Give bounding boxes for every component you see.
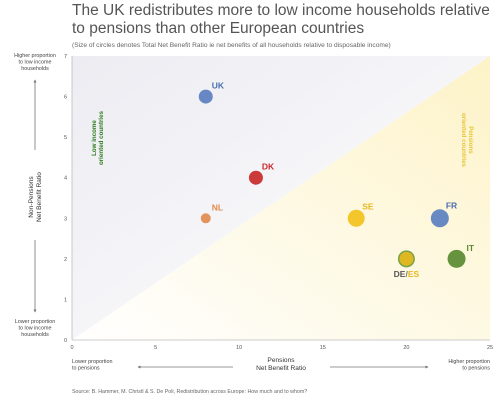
ticks-layer: 0 5 10 15 20 25 0 1 2 3 4 5 6 7 — [64, 54, 493, 351]
point-label-de-es: DE/ES — [394, 269, 420, 279]
y-axis-note-top: Higher proportion to low income households — [14, 53, 56, 72]
y-axis-title: Non-PensionsNet Benefit Ratio — [28, 172, 43, 222]
y-tick-label: 3 — [64, 216, 67, 222]
notes-layer: Pensions Net Benefit Ratio Non-PensionsNet… — [14, 53, 490, 372]
zone-label-pensions: Pensionsoriented countries — [460, 113, 474, 168]
point-uk — [198, 89, 213, 104]
chart-subtitle: (Size of circles denotes Total Net Benef… — [72, 42, 391, 49]
point-label-fr: FR — [446, 200, 457, 210]
x-tick-label: 10 — [236, 345, 242, 351]
y-tick-label: 4 — [64, 176, 67, 182]
x-axis-title: Pensions Net Benefit Ratio — [256, 357, 306, 372]
x-tick-label: 20 — [403, 345, 409, 351]
point-label-dk: DK — [262, 162, 275, 172]
y-tick-label: 0 — [64, 338, 67, 344]
source-note: Source: B. Hammer, M. Christl & S. De Po… — [72, 389, 308, 395]
y-tick-label: 7 — [64, 54, 67, 60]
point-label-it: IT — [467, 243, 475, 253]
zones-layer — [72, 56, 490, 340]
points-layer — [198, 89, 466, 268]
labels-layer: UK DK NL SE FR IT DE/ES — [212, 81, 475, 279]
x-tick-label: 5 — [154, 345, 157, 351]
y-tick-label: 2 — [64, 257, 67, 263]
zone-label-low-income: Low incomeoriented countries — [91, 110, 105, 165]
point-fr — [430, 209, 449, 228]
point-dk — [248, 170, 263, 185]
axes-layer — [71, 56, 490, 341]
x-tick-label: 15 — [320, 345, 326, 351]
point-nl — [200, 213, 211, 224]
x-axis-note-right: Higher proportion to pensions — [448, 359, 490, 372]
x-tick-label: 0 — [70, 345, 73, 351]
point-label-se: SE — [362, 201, 374, 211]
point-label-nl: NL — [212, 202, 223, 212]
x-axis-note-left: Lower proportion to pensions — [72, 359, 112, 372]
x-tick-label: 25 — [487, 345, 493, 351]
y-axis-note-bottom: Lower proportion to low income households — [15, 319, 55, 338]
y-tick-label: 6 — [64, 95, 67, 101]
point-es — [399, 251, 414, 266]
chart-title: The UK redistributes more to low income … — [72, 2, 490, 37]
point-label-uk: UK — [212, 81, 225, 91]
point-it — [447, 249, 466, 268]
y-tick-label: 1 — [64, 297, 67, 303]
point-se — [347, 209, 365, 227]
y-tick-label: 5 — [64, 135, 67, 141]
lower-zone — [72, 56, 490, 340]
